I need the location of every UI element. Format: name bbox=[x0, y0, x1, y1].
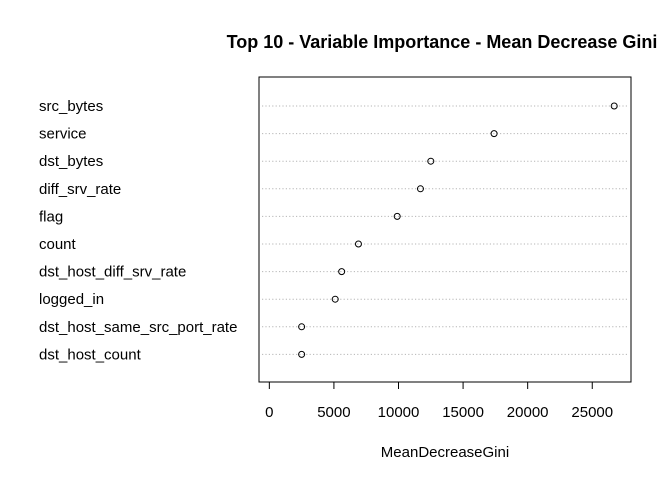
x-axis: 0 5000 10000 15000 20000 25000 bbox=[265, 381, 613, 421]
x-tick-label: 15000 bbox=[442, 404, 484, 421]
x-tick-label: 0 bbox=[265, 404, 273, 421]
data-point bbox=[354, 240, 362, 248]
data-point bbox=[427, 157, 435, 165]
data-point bbox=[393, 212, 401, 220]
data-point bbox=[610, 102, 618, 110]
x-tick-label: 5000 bbox=[317, 404, 350, 421]
category-label: service bbox=[39, 126, 87, 143]
chart-title: Top 10 - Variable Importance - Mean Decr… bbox=[227, 32, 658, 52]
x-tick-label: 10000 bbox=[378, 404, 420, 421]
data-point bbox=[331, 295, 339, 303]
category-label: dst_host_count bbox=[39, 346, 142, 363]
data-point bbox=[416, 185, 424, 193]
plot-area bbox=[258, 76, 632, 383]
category-label: flag bbox=[39, 208, 63, 225]
category-label: dst_host_diff_srv_rate bbox=[39, 264, 186, 281]
x-tick-label: 20000 bbox=[507, 404, 549, 421]
category-label: count bbox=[39, 236, 77, 253]
data-point bbox=[338, 268, 346, 276]
grid-lines bbox=[262, 105, 627, 355]
data-point bbox=[490, 130, 498, 138]
category-label: logged_in bbox=[39, 291, 104, 308]
data-point bbox=[298, 323, 306, 331]
data-points bbox=[298, 102, 618, 358]
category-label: dst_bytes bbox=[39, 153, 103, 170]
x-axis-label: MeanDecreaseGini bbox=[381, 444, 509, 461]
x-tick-label: 25000 bbox=[571, 404, 613, 421]
category-label: diff_srv_rate bbox=[39, 181, 121, 198]
category-label: dst_host_same_src_port_rate bbox=[39, 319, 237, 336]
data-point bbox=[298, 350, 306, 358]
category-label: src_bytes bbox=[39, 98, 103, 115]
